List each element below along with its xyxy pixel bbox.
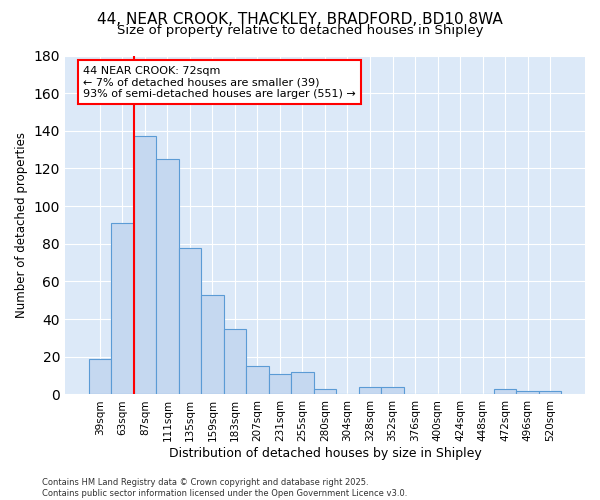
Bar xyxy=(201,294,224,394)
Bar xyxy=(111,223,134,394)
X-axis label: Distribution of detached houses by size in Shipley: Distribution of detached houses by size … xyxy=(169,447,481,460)
Bar xyxy=(314,389,336,394)
Text: 44 NEAR CROOK: 72sqm
← 7% of detached houses are smaller (39)
93% of semi-detach: 44 NEAR CROOK: 72sqm ← 7% of detached ho… xyxy=(83,66,356,99)
Bar xyxy=(134,136,156,394)
Y-axis label: Number of detached properties: Number of detached properties xyxy=(15,132,28,318)
Bar xyxy=(224,328,246,394)
Bar xyxy=(359,387,381,394)
Text: Contains HM Land Registry data © Crown copyright and database right 2025.
Contai: Contains HM Land Registry data © Crown c… xyxy=(42,478,407,498)
Bar xyxy=(494,389,517,394)
Text: 44, NEAR CROOK, THACKLEY, BRADFORD, BD10 8WA: 44, NEAR CROOK, THACKLEY, BRADFORD, BD10… xyxy=(97,12,503,28)
Bar xyxy=(381,387,404,394)
Bar xyxy=(246,366,269,394)
Bar xyxy=(156,159,179,394)
Bar xyxy=(291,372,314,394)
Text: Size of property relative to detached houses in Shipley: Size of property relative to detached ho… xyxy=(117,24,483,37)
Bar xyxy=(269,374,291,394)
Bar xyxy=(89,358,111,394)
Bar xyxy=(517,390,539,394)
Bar xyxy=(179,248,201,394)
Bar xyxy=(539,390,562,394)
